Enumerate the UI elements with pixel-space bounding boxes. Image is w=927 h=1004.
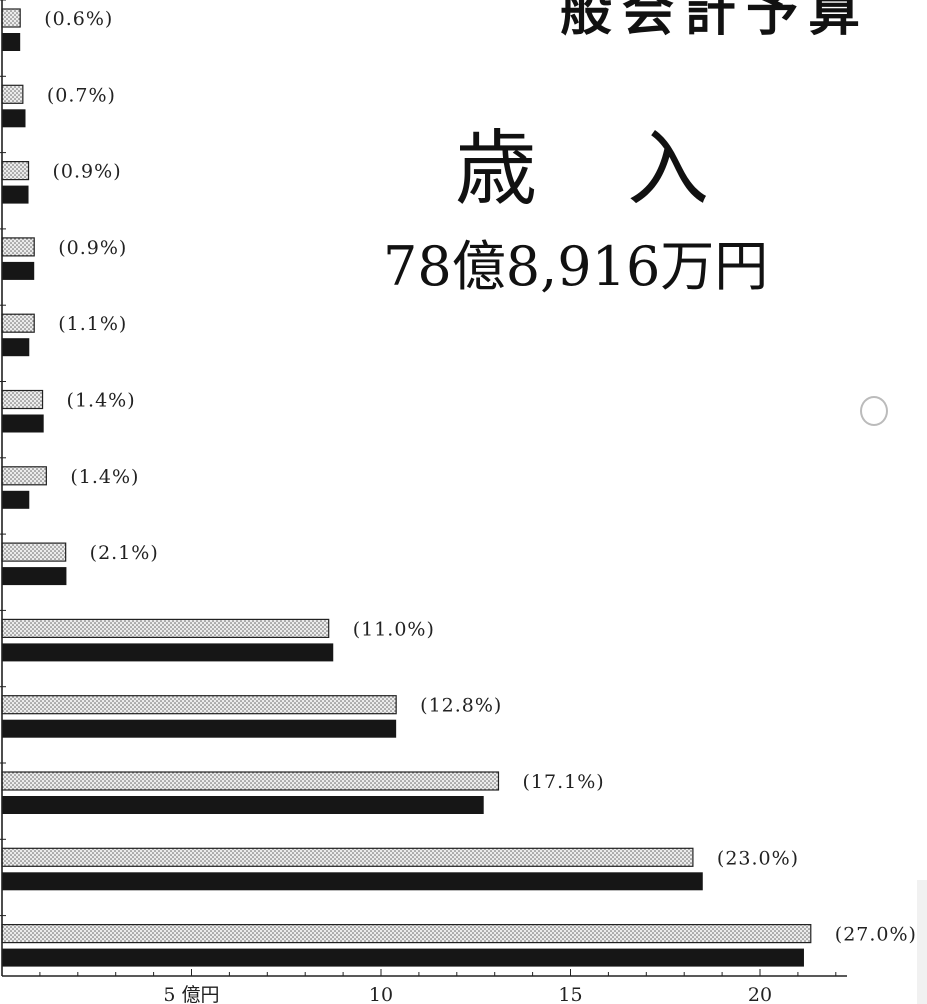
- share-label-7: (1.4%): [70, 466, 139, 488]
- bar-solid-12: [2, 872, 703, 891]
- share-label-5: (1.1%): [58, 313, 127, 335]
- bar-solid-2: [2, 109, 26, 128]
- bar-solid-7: [2, 490, 30, 509]
- share-label-11: (17.1%): [522, 771, 604, 793]
- chart-title: 歳入: [455, 122, 800, 217]
- share-label-12: (23.0%): [717, 847, 799, 869]
- share-label-13: (27.0%): [835, 924, 917, 946]
- bar-solid-8: [2, 567, 67, 586]
- bar-solid-9: [2, 643, 334, 662]
- x-tick-label-15: 15: [558, 984, 582, 1004]
- bar-dotted-8: [1, 542, 67, 562]
- bar-solid-10: [2, 719, 397, 738]
- bar-dotted-13: [1, 923, 812, 944]
- bar-dotted-1: [1, 8, 21, 28]
- bar-dotted-2: [1, 84, 24, 104]
- x-tick-label-20: 20: [748, 984, 772, 1004]
- share-label-3: (0.9%): [53, 161, 122, 183]
- page-edge-strip: [917, 880, 927, 1004]
- share-label-9: (11.0%): [353, 618, 435, 640]
- bar-dotted-12: [1, 847, 694, 867]
- share-label-10: (12.8%): [420, 695, 502, 717]
- share-label-1: (0.6%): [44, 8, 113, 30]
- bar-dotted-5: [1, 313, 35, 333]
- bar-solid-11: [2, 796, 484, 814]
- bar-dotted-9: [1, 618, 330, 639]
- share-label-2: (0.7%): [47, 84, 116, 106]
- share-label-4: (0.9%): [58, 237, 127, 259]
- punch-hole-mark: [860, 396, 888, 426]
- total-amount: 78億8,916万円: [383, 235, 769, 298]
- bar-dotted-11: [1, 771, 500, 791]
- bar-dotted-4: [1, 237, 35, 257]
- x-tick-label-10: 10: [369, 984, 393, 1004]
- title-partial: 般会計予算: [560, 0, 871, 43]
- x-tick-label-5: 5 億円: [163, 984, 219, 1004]
- bar-solid-1: [2, 33, 21, 51]
- share-label-6: (1.4%): [67, 390, 136, 412]
- bar-solid-13: [2, 948, 804, 967]
- bar-dotted-10: [1, 695, 397, 715]
- bar-solid-5: [2, 338, 30, 357]
- bar-solid-4: [2, 261, 35, 280]
- bar-solid-3: [2, 185, 29, 204]
- bar-solid-6: [2, 414, 44, 433]
- bar-dotted-3: [1, 161, 30, 181]
- share-label-8: (2.1%): [90, 542, 159, 564]
- bar-dotted-7: [1, 466, 47, 486]
- bar-dotted-6: [1, 389, 44, 410]
